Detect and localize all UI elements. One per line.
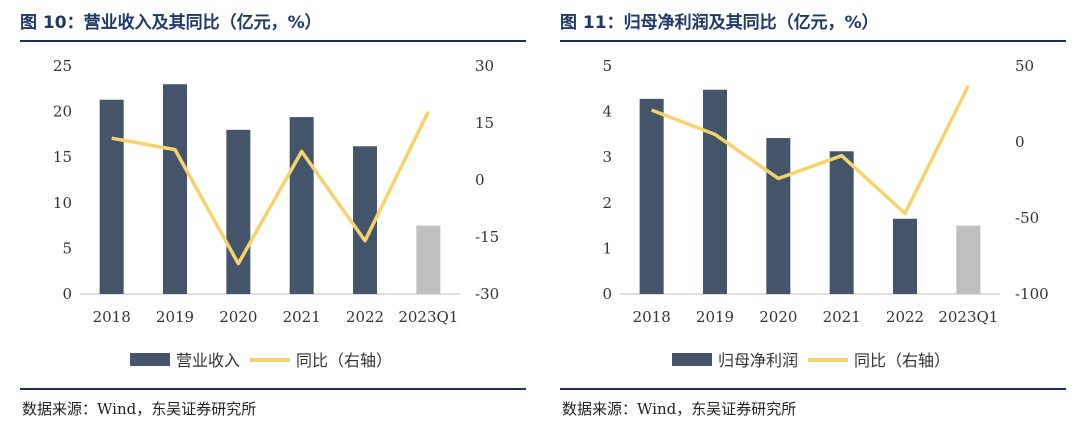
title-rule (20, 40, 526, 42)
legend-line-label: 同比（右轴） (854, 351, 950, 370)
source-rule (20, 388, 526, 390)
source-note: 数据来源：Wind，东吴证券研究所 (562, 400, 797, 418)
y-right-tick-label: 0 (1015, 133, 1025, 151)
y-right-tick-label: 50 (1015, 57, 1034, 75)
y-left-tick-label: 0 (62, 285, 72, 303)
bar-2020 (226, 129, 251, 294)
y-right-tick-label: -50 (1015, 209, 1039, 227)
legend-bar-label: 归母净利润 (718, 351, 798, 370)
y-right-tick-label: -100 (1015, 285, 1049, 303)
legend-bar-swatch (672, 353, 712, 366)
source-note: 数据来源：Wind，东吴证券研究所 (22, 400, 257, 418)
y-right-tick-label: -15 (475, 228, 499, 246)
y-right-tick-label: -30 (475, 285, 499, 303)
y-left-tick-label: 5 (62, 239, 72, 257)
chart-title: 图 10：营业收入及其同比（亿元，%） (20, 13, 322, 33)
x-tick-label: 2019 (156, 308, 194, 326)
bar-2018 (99, 99, 124, 294)
legend-bar-label: 营业收入 (176, 351, 240, 370)
x-tick-label: 2023Q1 (938, 308, 998, 326)
x-tick-label: 2020 (219, 308, 257, 326)
x-tick-label: 2019 (696, 308, 734, 326)
legend-bar-swatch (130, 353, 170, 366)
y-left-tick-label: 2 (602, 194, 612, 212)
bar-2020 (766, 138, 791, 294)
net-profit-chart: 0 1 2 3 4 5 -100 -50 0 50 2018 2019 2020 2021 2022 2023… (602, 57, 1049, 370)
bar-2021 (829, 151, 854, 294)
bar-2018 (639, 98, 664, 294)
y-left-tick-label: 5 (602, 57, 612, 75)
chart-panel-revenue: 图 10：营业收入及其同比（亿元，%） 0 5 10 15 20 25 -30 -15 0 15 3… (20, 13, 526, 418)
legend-line-label: 同比（右轴） (296, 351, 392, 370)
source-rule (560, 388, 1066, 390)
bar-2023Q1 (956, 225, 981, 294)
bar-2022 (353, 146, 377, 294)
y-left-tick-label: 25 (53, 57, 72, 75)
x-tick-label: 2021 (823, 308, 861, 326)
y-left-tick-label: 15 (53, 148, 72, 166)
x-tick-label: 2022 (346, 308, 384, 326)
y-right-tick-label: 15 (475, 114, 494, 132)
x-tick-label: 2023Q1 (398, 308, 458, 326)
y-left-tick-label: 10 (53, 194, 72, 212)
bar-2019 (163, 84, 187, 294)
y-left-tick-label: 3 (602, 148, 612, 166)
bar-2021 (289, 117, 314, 295)
revenue-chart: 0 5 10 15 20 25 -30 -15 0 15 30 2018 2019 2020 2021 202… (53, 57, 499, 370)
chart-panel-net-profit: 图 11：归母净利润及其同比（亿元，%） 0 1 2 3 4 5 -100 -50 0 50 201… (540, 0, 1080, 429)
yoy-line (651, 84, 970, 216)
x-tick-label: 2018 (633, 308, 671, 326)
y-left-tick-label: 20 (53, 103, 72, 121)
x-tick-label: 2018 (93, 308, 131, 326)
y-right-tick-label: 0 (475, 171, 485, 189)
bar-2023Q1 (416, 225, 441, 294)
chart-title: 图 11：归母净利润及其同比（亿元，%） (560, 13, 879, 33)
x-tick-label: 2020 (759, 308, 797, 326)
bar-2019 (703, 89, 727, 294)
x-tick-label: 2022 (886, 308, 924, 326)
x-tick-label: 2021 (283, 308, 321, 326)
y-left-tick-label: 4 (602, 103, 612, 121)
title-rule (560, 40, 1066, 42)
bar-2022 (893, 218, 917, 294)
yoy-line (111, 110, 430, 266)
y-left-tick-label: 1 (602, 239, 612, 257)
y-left-tick-label: 0 (602, 285, 612, 303)
y-right-tick-label: 30 (475, 57, 494, 75)
